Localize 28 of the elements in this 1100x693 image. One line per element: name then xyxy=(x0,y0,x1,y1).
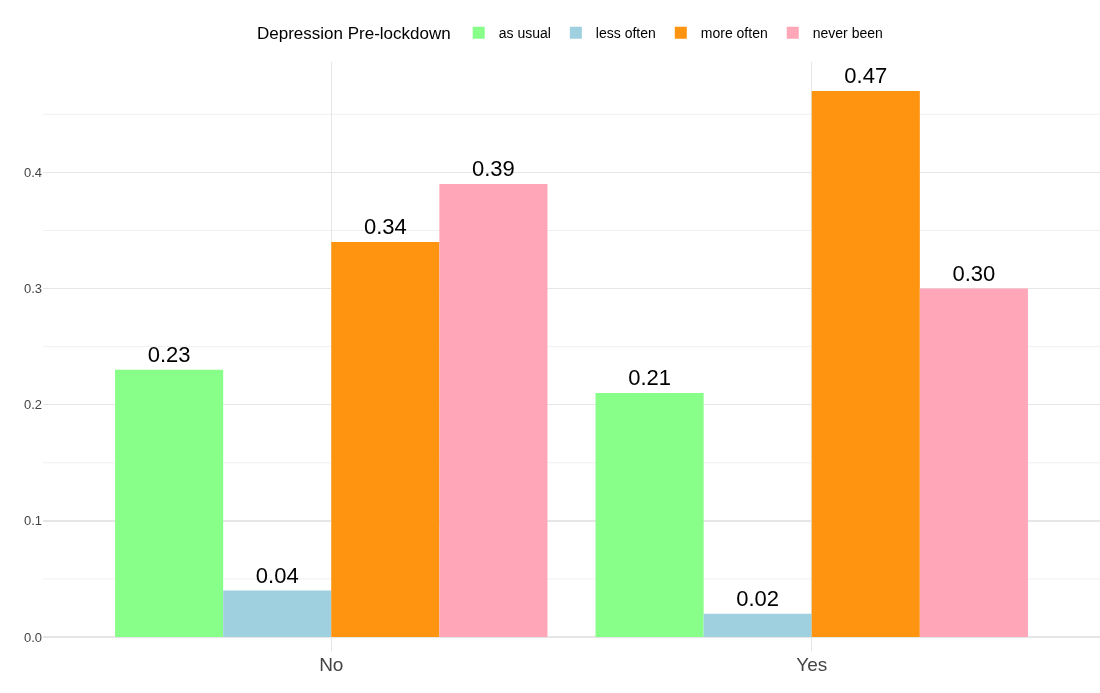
y-tick-label: 0.0 xyxy=(23,629,42,645)
data-label: 0.34 xyxy=(363,214,407,240)
bar xyxy=(919,288,1028,638)
data-label: 0.02 xyxy=(736,585,780,611)
bar xyxy=(331,242,440,638)
legend-label: more often xyxy=(700,25,768,42)
data-label: 0.04 xyxy=(255,562,299,588)
data-label: 0.47 xyxy=(844,63,888,89)
bar xyxy=(811,91,920,638)
y-tick-label: 0.4 xyxy=(23,164,42,180)
bar xyxy=(223,590,332,638)
data-label: 0.39 xyxy=(472,155,515,181)
y-tick-label: 0.2 xyxy=(23,397,42,413)
legend-label: never been xyxy=(812,25,883,42)
bar xyxy=(703,613,812,638)
bar xyxy=(439,183,548,638)
x-tick-label: No xyxy=(319,654,344,675)
legend-label: less often xyxy=(595,25,656,42)
x-tick-label: Yes xyxy=(796,654,828,675)
y-tick-label: 0.1 xyxy=(23,513,42,529)
data-label: 0.21 xyxy=(628,365,671,391)
bar xyxy=(595,393,704,638)
y-tick-label: 0.3 xyxy=(23,281,42,297)
legend-label: as usual xyxy=(498,25,551,42)
legend-title: Depression Pre-lockdown xyxy=(257,24,451,44)
data-label: 0.30 xyxy=(952,260,996,286)
bar xyxy=(115,369,224,638)
data-label: 0.23 xyxy=(147,341,191,367)
